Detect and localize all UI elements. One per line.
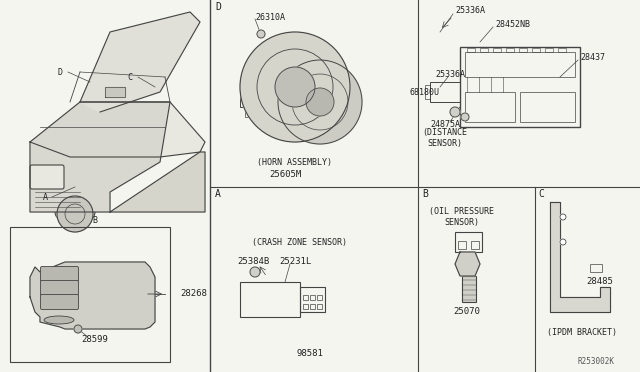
Bar [455,232,482,252]
Polygon shape [105,87,125,97]
Text: 28437: 28437 [580,52,605,61]
Bar [317,304,322,309]
Text: 25384B: 25384B [237,257,269,266]
Bar [590,264,602,272]
Text: D: D [215,2,221,12]
Text: (HORN ASSEMBLY): (HORN ASSEMBLY) [257,157,333,167]
Circle shape [461,113,469,121]
Text: 25605M: 25605M [269,170,301,179]
Text: A: A [42,192,47,202]
Polygon shape [30,102,205,157]
Circle shape [250,267,260,277]
FancyBboxPatch shape [40,280,79,295]
Circle shape [74,325,82,333]
Text: trunk: trunk [51,299,67,305]
Text: (DISTANCE
SENSOR): (DISTANCE SENSOR) [422,128,467,148]
Text: (OIL PRESSURE
SENSOR): (OIL PRESSURE SENSOR) [429,207,495,227]
Bar [467,48,475,52]
Text: lock: lock [52,272,65,276]
Text: C: C [538,189,544,199]
Circle shape [450,107,460,117]
Text: C: C [127,73,132,81]
Bar [240,282,300,317]
Bar [465,92,515,122]
Text: A: A [215,189,221,199]
Bar [520,92,575,122]
Text: B: B [422,189,428,199]
Text: 25231L: 25231L [279,257,311,266]
Text: R253002K: R253002K [578,357,615,366]
Bar [303,304,308,309]
Bar [480,48,488,52]
Text: (CRASH ZONE SENSOR): (CRASH ZONE SENSOR) [253,237,348,247]
FancyBboxPatch shape [30,165,64,189]
Polygon shape [550,202,610,312]
Bar [300,287,325,312]
Circle shape [278,60,362,144]
Text: (IPDM BRACKET): (IPDM BRACKET) [547,327,617,337]
Circle shape [275,67,315,107]
Text: B: B [93,215,97,224]
Text: 24875A: 24875A [430,119,460,128]
Bar [317,295,322,300]
Bar [458,241,466,249]
Bar [493,48,501,52]
Ellipse shape [44,316,74,324]
Circle shape [240,32,350,142]
Bar [519,48,527,52]
FancyBboxPatch shape [40,295,79,310]
Bar [425,85,430,99]
Bar [430,82,460,102]
FancyBboxPatch shape [40,266,79,282]
Bar [310,295,315,300]
Text: 28485: 28485 [587,278,613,286]
Polygon shape [30,262,155,329]
Bar [471,241,479,249]
Text: 28268: 28268 [180,289,207,298]
Text: 25070: 25070 [454,308,481,317]
Circle shape [560,239,566,245]
Bar [245,107,265,117]
Polygon shape [30,102,170,212]
Circle shape [257,30,265,38]
Circle shape [560,214,566,220]
Bar [465,52,575,77]
Bar [10,227,170,362]
Bar [506,48,514,52]
Text: 28599: 28599 [81,334,108,343]
Text: unlock: unlock [49,285,68,291]
Polygon shape [80,12,200,112]
Bar [545,48,553,52]
Bar [462,276,476,302]
Text: 28452NB: 28452NB [495,19,530,29]
Text: 68180U: 68180U [410,87,440,96]
Bar [558,48,566,52]
Circle shape [57,196,93,232]
Polygon shape [455,252,480,276]
Circle shape [306,88,334,116]
Bar [532,48,540,52]
Bar [303,295,308,300]
Text: 25336A: 25336A [455,6,485,15]
Text: D: D [58,67,63,77]
Bar [240,92,270,107]
Bar [460,47,580,127]
Text: 26310A: 26310A [255,13,285,22]
Polygon shape [110,152,205,212]
Bar [310,304,315,309]
Text: 98581: 98581 [296,350,323,359]
Text: 25336A: 25336A [435,70,465,78]
